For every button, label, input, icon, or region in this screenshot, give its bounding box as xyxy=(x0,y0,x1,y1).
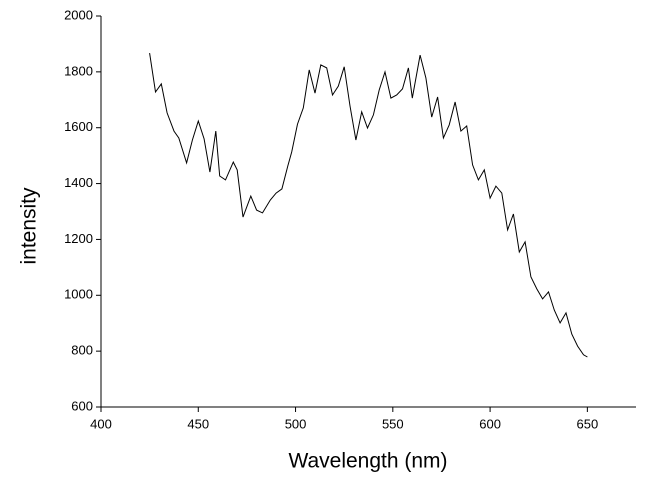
x-tick-label: 650 xyxy=(577,416,599,431)
y-tick-label: 1000 xyxy=(64,287,93,302)
data-line xyxy=(149,53,588,358)
y-tick-label: 1600 xyxy=(64,119,93,134)
y-tick-label: 1400 xyxy=(64,175,93,190)
x-tick-label: 600 xyxy=(479,416,501,431)
y-tick-label: 600 xyxy=(71,398,93,413)
y-axis-title: intensity xyxy=(18,187,41,265)
y-tick-label: 800 xyxy=(71,343,93,358)
y-tick-label: 1800 xyxy=(64,63,93,78)
y-tick-label: 2000 xyxy=(64,7,93,22)
y-tick-label: 1200 xyxy=(64,231,93,246)
x-tick-label: 450 xyxy=(187,416,209,431)
x-axis-title: Wavelength (nm) xyxy=(288,450,447,473)
x-tick-label: 500 xyxy=(285,416,307,431)
x-tick-label: 550 xyxy=(382,416,404,431)
x-tick-label: 400 xyxy=(90,416,112,431)
